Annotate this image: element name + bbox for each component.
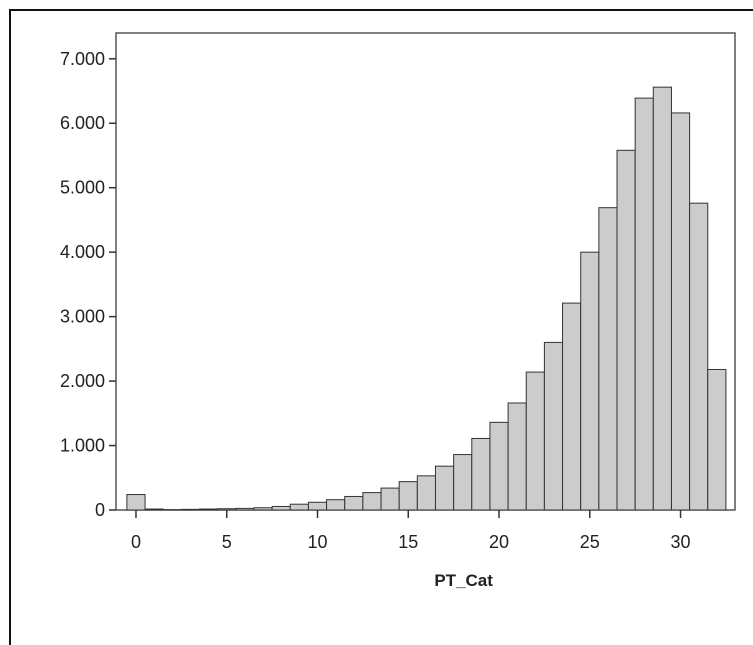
- x-tick-label: 30: [671, 532, 691, 552]
- bar: [652, 86, 672, 511]
- y-axis: 0 1.000 2.000 3.000 4.000 5.000 6.000 7.000: [60, 49, 116, 520]
- bar: [235, 507, 255, 511]
- y-tick-label: 0: [95, 500, 105, 520]
- bar: [707, 368, 727, 511]
- bar: [362, 492, 382, 511]
- bar: [144, 508, 164, 511]
- bars-group: [126, 86, 727, 511]
- bar: [289, 503, 309, 511]
- bar: [507, 402, 527, 511]
- x-tick-label: 20: [489, 532, 509, 552]
- bar: [434, 465, 455, 511]
- bar: [217, 508, 237, 511]
- y-tick-label: 1.000: [60, 436, 105, 456]
- bar: [598, 207, 618, 511]
- y-tick-label: 4.000: [60, 242, 105, 262]
- y-tick-label: 5.000: [60, 178, 105, 198]
- y-tick-label: 3.000: [60, 307, 105, 327]
- bar: [271, 505, 291, 511]
- x-tick-label: 25: [580, 532, 600, 552]
- frame-top-border: [9, 9, 753, 11]
- bar: [489, 421, 509, 511]
- bar: [199, 508, 219, 511]
- bar: [453, 454, 473, 511]
- x-tick-label: 15: [398, 532, 418, 552]
- bar: [543, 341, 564, 511]
- bar: [398, 481, 418, 511]
- bar: [253, 507, 273, 511]
- bar: [670, 112, 691, 511]
- bar: [634, 97, 654, 511]
- bar: [326, 499, 346, 511]
- x-tick-label: 5: [222, 532, 232, 552]
- bar: [307, 501, 328, 511]
- frame-left-border: [9, 9, 11, 645]
- bar: [562, 302, 582, 511]
- x-tick-label: 0: [131, 532, 141, 552]
- bar: [580, 251, 600, 511]
- y-tick-label: 2.000: [60, 371, 105, 391]
- bar: [416, 475, 436, 511]
- x-axis: 0 5 10 15 20 25 30: [131, 510, 691, 552]
- y-tick-label: 7.000: [60, 49, 105, 69]
- x-tick-label: 10: [307, 532, 327, 552]
- bar: [126, 494, 146, 511]
- x-axis-title: PT_Cat: [434, 571, 493, 590]
- y-tick-label: 6.000: [60, 113, 105, 133]
- bar: [616, 149, 636, 511]
- bar: [525, 371, 545, 511]
- bar: [689, 202, 709, 511]
- bar: [180, 508, 201, 511]
- bar: [380, 487, 400, 511]
- bar: [471, 437, 491, 511]
- bar: [344, 495, 364, 511]
